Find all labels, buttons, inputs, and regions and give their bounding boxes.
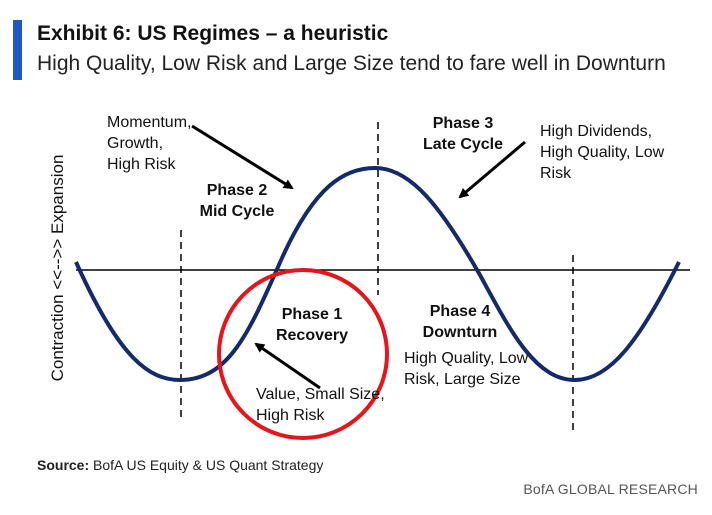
business-cycle-curve [74,165,681,383]
phase3-style-line2: High Quality, Low [540,144,665,161]
exhibit-subtitle: High Quality, Low Risk and Large Size te… [37,52,666,75]
dividends-arrow [458,140,526,199]
phase2-style-line1: Momentum, [107,114,192,131]
y-axis-label-text: Contraction <<-->> Expansion [48,154,67,382]
source-text: BofA US Equity & US Quant Strategy [93,457,324,473]
phase3-name: Phase 3 [432,115,494,132]
phase2-styles: Momentum, Growth, High Risk [107,112,191,175]
exhibit-title: Exhibit 6: US Regimes – a heuristic [37,22,389,45]
phase2-style-line3: High Risk [107,156,176,173]
phase4-style-line1: High Quality, Low [404,350,529,367]
phase3-styles: High Dividends, High Quality, Low Risk [540,121,664,184]
brand-footer: BofA GLOBAL RESEARCH [523,481,698,497]
phase1-name: Phase 1 [281,306,343,323]
source-label: Source: [37,457,90,473]
phase2-label: Mid Cycle [199,203,275,220]
phase2-name: Phase 2 [206,182,268,199]
phase1-heading: Phase 1 Recovery [262,304,362,346]
phase3-style-line3: Risk [540,165,572,182]
momentum-arrow [191,124,294,190]
phase2-style-line2: Growth, [107,135,164,152]
phase4-name: Phase 4 [429,303,491,320]
phase4-heading: Phase 4 Downturn [408,301,512,343]
phase1-label: Recovery [275,327,349,344]
phase4-styles: High Quality, Low Risk, Large Size [404,348,528,390]
phase4-label: Downturn [422,324,498,341]
phase3-heading: Phase 3 Late Cycle [412,113,514,155]
phase3-style-line1: High Dividends, [540,123,653,140]
recovery-highlight-circle [217,268,389,440]
phase2-heading: Phase 2 Mid Cycle [192,180,282,222]
accent-bar [13,20,22,80]
phase3-label: Late Cycle [422,136,504,153]
source-note: Source: BofA US Equity & US Quant Strate… [37,457,323,473]
value-arrow [254,342,321,390]
phase1-styles: Value, Small Size, High Risk [256,386,385,424]
phase4-style-line2: Risk, Large Size [404,371,521,388]
